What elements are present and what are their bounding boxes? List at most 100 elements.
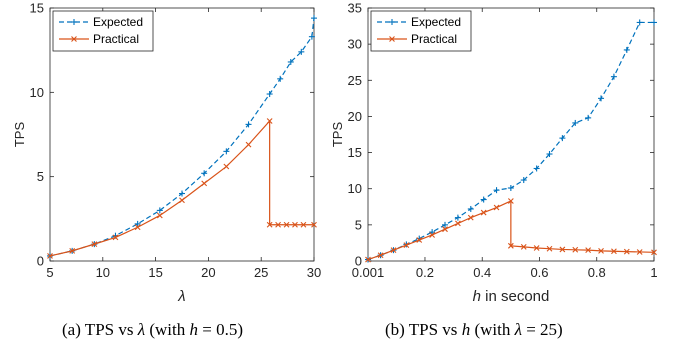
marker-d2: [311, 221, 317, 228]
data-point: [442, 221, 449, 228]
marker-d2: [275, 221, 281, 228]
marker-d2: [403, 242, 410, 248]
marker-d2: [390, 247, 397, 254]
data-point: [493, 187, 500, 194]
data-point: [91, 241, 98, 248]
data-point: [308, 33, 315, 40]
legend-label: Practical: [93, 32, 139, 46]
data-point: [156, 207, 163, 214]
data-point: [572, 119, 579, 126]
data-point: [651, 19, 657, 26]
x-tick-label: 0.4: [473, 265, 491, 280]
legend-marker: [389, 36, 395, 42]
series-line: [49, 18, 315, 257]
series-expected: [365, 19, 657, 263]
data-point: [467, 205, 474, 212]
data-point: [47, 253, 53, 259]
data-point: [454, 214, 461, 221]
data-point: [636, 19, 643, 26]
data-point: [365, 256, 371, 263]
marker-d2: [572, 246, 579, 253]
marker-d2: [179, 197, 185, 204]
figure: 5 10 15 20 25 30051015λTPSExpectedPractical0.…: [12, 1, 658, 306]
data-point: [507, 184, 514, 191]
data-point: [559, 246, 566, 253]
data-point: [266, 221, 273, 228]
marker-d2: [283, 221, 290, 228]
marker-d2: [546, 245, 553, 252]
y-tick-label: 5: [355, 217, 362, 232]
series-line: [49, 119, 314, 257]
data-point: [442, 226, 448, 233]
x-tick-label: 0.6: [530, 265, 548, 280]
x-tick-label: 0.2: [416, 265, 434, 280]
data-point: [311, 15, 317, 22]
marker-d2: [201, 180, 208, 187]
series-practical: [47, 118, 317, 259]
marker-d2: [611, 248, 617, 255]
data-point: [223, 163, 230, 170]
x-tick-label: 1: [650, 265, 657, 280]
y-tick-label: 10: [348, 181, 362, 196]
data-point: [546, 245, 553, 252]
data-point: [533, 165, 540, 172]
data-point: [429, 229, 436, 236]
data-point: [266, 91, 273, 98]
marker-d2: [442, 226, 448, 233]
data-point: [390, 247, 397, 254]
y-tick-label: 25: [348, 73, 362, 88]
data-point: [480, 209, 487, 216]
data-point: [611, 248, 617, 255]
data-point: [651, 249, 657, 256]
legend-box: [52, 10, 154, 52]
y-tick-label: 0: [355, 254, 362, 269]
plot-frame: [49, 7, 315, 262]
data-point: [507, 242, 514, 249]
data-point: [559, 135, 566, 142]
marker-d2: [493, 204, 500, 211]
data-point: [134, 224, 141, 231]
x-tick-label: 10: [96, 265, 110, 280]
x-tick-label: 5: [46, 265, 53, 280]
marker-d2: [365, 256, 371, 263]
y-axis-label: TPS: [330, 122, 345, 148]
data-point: [572, 246, 579, 253]
marker-d2: [636, 249, 643, 255]
marker-d2: [91, 241, 98, 248]
y-axis-label: TPS: [12, 122, 27, 148]
data-point: [429, 232, 436, 238]
legend-label: Practical: [411, 32, 457, 46]
marker-d2: [245, 141, 252, 148]
marker-d2: [47, 253, 53, 259]
data-point: [507, 198, 514, 204]
legend-marker: [71, 36, 77, 42]
data-point: [636, 249, 643, 255]
data-point: [277, 75, 284, 82]
marker-d2: [455, 220, 461, 227]
series-practical: [365, 198, 657, 263]
data-point: [292, 221, 298, 228]
data-point: [610, 73, 617, 80]
data-point: [403, 242, 410, 248]
marker-d2: [585, 247, 592, 254]
marker-d2: [480, 209, 487, 216]
data-point: [201, 180, 208, 187]
data-point: [598, 247, 604, 254]
legend-label: Expected: [411, 15, 461, 29]
data-point: [377, 252, 384, 259]
y-tick-label: 5: [37, 169, 44, 184]
marker-d2: [300, 221, 307, 228]
data-point: [287, 58, 294, 65]
y-tick-label: 15: [348, 145, 362, 160]
marker-d2: [223, 163, 230, 170]
marker-d2: [651, 249, 657, 256]
x-tick-label: 0.001: [352, 265, 385, 280]
marker-d2: [377, 252, 384, 259]
marker-d2: [112, 234, 119, 241]
data-point: [585, 247, 592, 254]
data-point: [520, 177, 527, 184]
data-point: [311, 221, 317, 228]
marker-d2: [69, 247, 76, 254]
marker-d2: [598, 247, 604, 254]
